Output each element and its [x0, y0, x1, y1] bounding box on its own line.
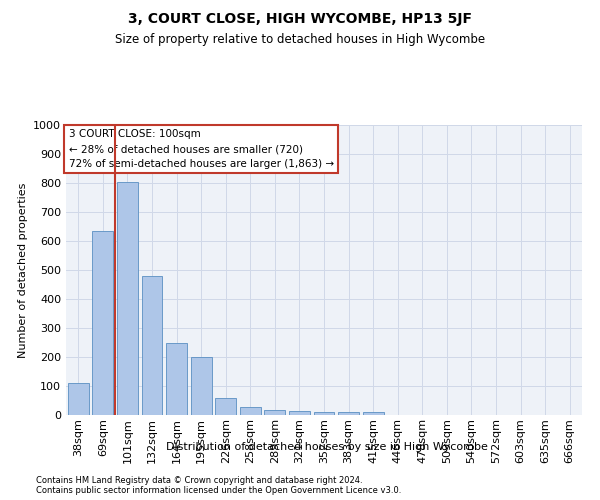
Bar	[166, 342, 187, 415]
Text: Size of property relative to detached houses in High Wycombe: Size of property relative to detached ho…	[115, 32, 485, 46]
Bar	[338, 412, 359, 415]
Bar	[240, 407, 261, 415]
Bar	[362, 412, 383, 415]
Bar	[191, 357, 212, 415]
Bar	[289, 411, 310, 415]
Bar	[314, 412, 334, 415]
Y-axis label: Number of detached properties: Number of detached properties	[17, 182, 28, 358]
Text: Contains public sector information licensed under the Open Government Licence v3: Contains public sector information licen…	[36, 486, 401, 495]
Text: Contains HM Land Registry data © Crown copyright and database right 2024.: Contains HM Land Registry data © Crown c…	[36, 476, 362, 485]
Text: 3 COURT CLOSE: 100sqm
← 28% of detached houses are smaller (720)
72% of semi-det: 3 COURT CLOSE: 100sqm ← 28% of detached …	[68, 130, 334, 169]
Bar	[92, 231, 113, 415]
Text: Distribution of detached houses by size in High Wycombe: Distribution of detached houses by size …	[166, 442, 488, 452]
Bar	[142, 276, 163, 415]
Bar	[215, 398, 236, 415]
Bar	[117, 182, 138, 415]
Bar	[265, 410, 286, 415]
Bar	[68, 383, 89, 415]
Text: 3, COURT CLOSE, HIGH WYCOMBE, HP13 5JF: 3, COURT CLOSE, HIGH WYCOMBE, HP13 5JF	[128, 12, 472, 26]
